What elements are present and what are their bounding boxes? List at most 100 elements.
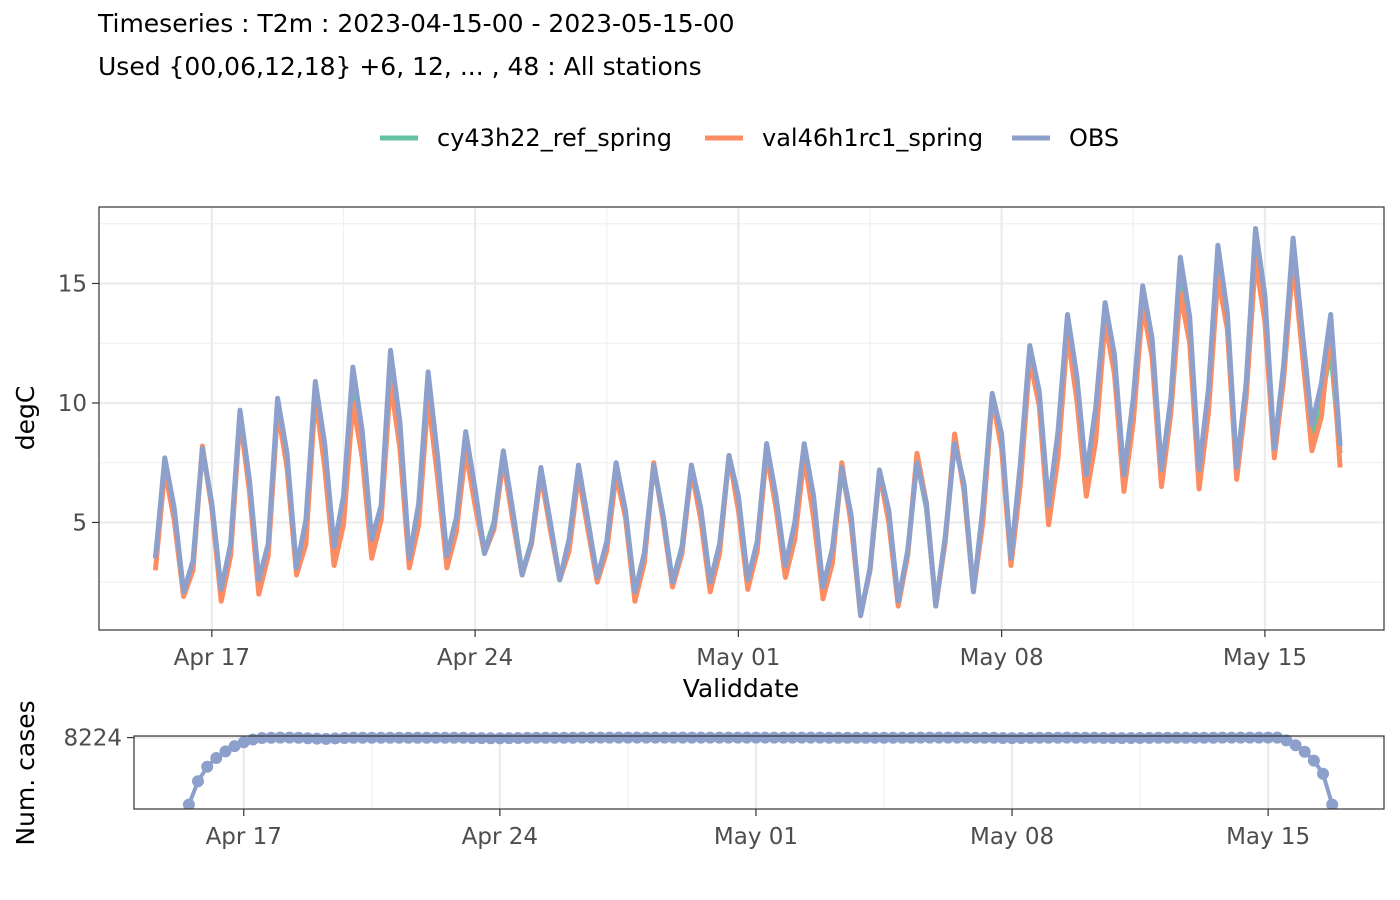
- cases-point: [1253, 731, 1265, 744]
- cases-gridlines: [134, 736, 1384, 809]
- cases-point: [1271, 731, 1284, 744]
- cases-point: [804, 731, 817, 744]
- cases-point: [1280, 734, 1293, 747]
- cases-point: [420, 731, 433, 744]
- cases-point: [1317, 767, 1329, 780]
- cases-x-tick-label: May 01: [714, 824, 798, 850]
- cases-point: [1170, 731, 1183, 744]
- y-axis-label: degC: [11, 386, 40, 451]
- cases-point: [402, 731, 415, 744]
- cases-point: [1115, 732, 1128, 745]
- cases-point: [814, 731, 826, 744]
- cases-point: [905, 731, 918, 744]
- cases-point: [448, 731, 461, 744]
- cases-point: [923, 731, 936, 744]
- cases-y-axis-label: Num. cases: [11, 700, 40, 845]
- cases-point: [1134, 732, 1147, 744]
- legend-label: OBS: [1069, 124, 1119, 152]
- y-tick-label: 10: [58, 391, 87, 417]
- cases-plot: Apr 17 Apr 24 May 01 May 08 May 15 8224 Num. …: [11, 700, 1385, 850]
- cases-point: [1024, 731, 1037, 744]
- cases-point: [704, 731, 717, 744]
- cases-point: [1097, 731, 1110, 744]
- y-tick-label: 5: [72, 510, 87, 536]
- cases-point: [640, 731, 653, 744]
- cases-y-tick-label: 8224: [63, 726, 122, 752]
- cases-point: [996, 732, 1009, 744]
- x-tick-label: Apr 24: [437, 645, 513, 671]
- cases-point: [1079, 731, 1092, 744]
- cases-point: [695, 731, 708, 744]
- cases-point: [768, 731, 781, 744]
- cases-point: [969, 731, 982, 744]
- cases-point: [1216, 731, 1229, 744]
- cases-point: [685, 731, 698, 744]
- cases-point: [384, 731, 397, 744]
- cases-point: [338, 732, 351, 744]
- cases-series: [182, 731, 1339, 809]
- legend-label: val46h1rc1_spring: [762, 124, 983, 152]
- cases-point: [439, 731, 451, 744]
- cases-point: [265, 731, 278, 744]
- cases-point: [658, 731, 671, 744]
- x-tick-label: May 01: [696, 645, 780, 671]
- chart-title: Timeseries : T2m : 2023-04-15-00 - 2023-…: [98, 9, 735, 38]
- cases-point: [1207, 731, 1220, 744]
- cases-point: [210, 752, 223, 764]
- cases-point: [1152, 731, 1165, 744]
- cases-point: [868, 731, 881, 744]
- legend-item-val46h1rc1_spring: val46h1rc1_spring: [705, 124, 983, 152]
- cases-point: [283, 731, 296, 744]
- cases-point: [1088, 731, 1101, 744]
- main-plot-border: [98, 206, 1385, 631]
- cases-point: [750, 731, 762, 744]
- main-series-lines: [152, 226, 1343, 619]
- cases-point: [237, 736, 250, 749]
- cases-point: [914, 731, 927, 744]
- series-line-OBS: [152, 226, 1343, 619]
- cases-point: [503, 732, 515, 745]
- cases-point: [1262, 731, 1275, 744]
- cases-point: [1143, 731, 1156, 744]
- cases-point: [1042, 731, 1055, 744]
- cases-point: [1243, 731, 1256, 744]
- cases-point: [557, 731, 570, 744]
- cases-point: [1225, 731, 1238, 744]
- cases-point: [585, 731, 598, 744]
- cases-point: [393, 731, 406, 744]
- cases-point: [676, 731, 689, 744]
- cases-point: [850, 731, 863, 744]
- main-plot: Apr 17 Apr 24 May 01 May 08 May 15 5 10 15 Vali…: [11, 206, 1385, 703]
- cases-point: [256, 732, 268, 744]
- cases-point: [201, 760, 214, 773]
- cases-point: [1326, 798, 1339, 809]
- cases-point: [1015, 732, 1028, 744]
- cases-point: [621, 731, 634, 744]
- cases-point: [375, 731, 387, 744]
- cases-x-tick-label: May 08: [970, 824, 1054, 850]
- x-tick-label: Apr 17: [174, 645, 250, 671]
- cases-point: [795, 731, 808, 744]
- cases-point: [1125, 732, 1137, 744]
- cases-point: [521, 731, 534, 744]
- cases-point: [301, 732, 314, 745]
- cases-point: [1161, 731, 1174, 744]
- cases-point: [1298, 745, 1311, 758]
- cases-point: [219, 745, 232, 758]
- cases-point: [987, 731, 1000, 744]
- y-tick-label: 15: [58, 271, 87, 297]
- cases-point: [594, 731, 607, 744]
- cases-point: [942, 731, 954, 744]
- legend-label: cy43h22_ref_spring: [437, 124, 672, 152]
- main-plot-background: [99, 207, 1384, 630]
- main-axis-ticks: Apr 17 Apr 24 May 01 May 08 May 15 5 10 15: [58, 271, 1307, 671]
- cases-point: [484, 732, 497, 745]
- cases-point: [567, 731, 579, 744]
- cases-point: [1179, 731, 1192, 744]
- cases-point: [841, 731, 854, 744]
- cases-point: [896, 731, 909, 744]
- cases-point: [887, 731, 900, 744]
- cases-point: [1234, 731, 1247, 744]
- x-tick-label: May 08: [960, 645, 1044, 671]
